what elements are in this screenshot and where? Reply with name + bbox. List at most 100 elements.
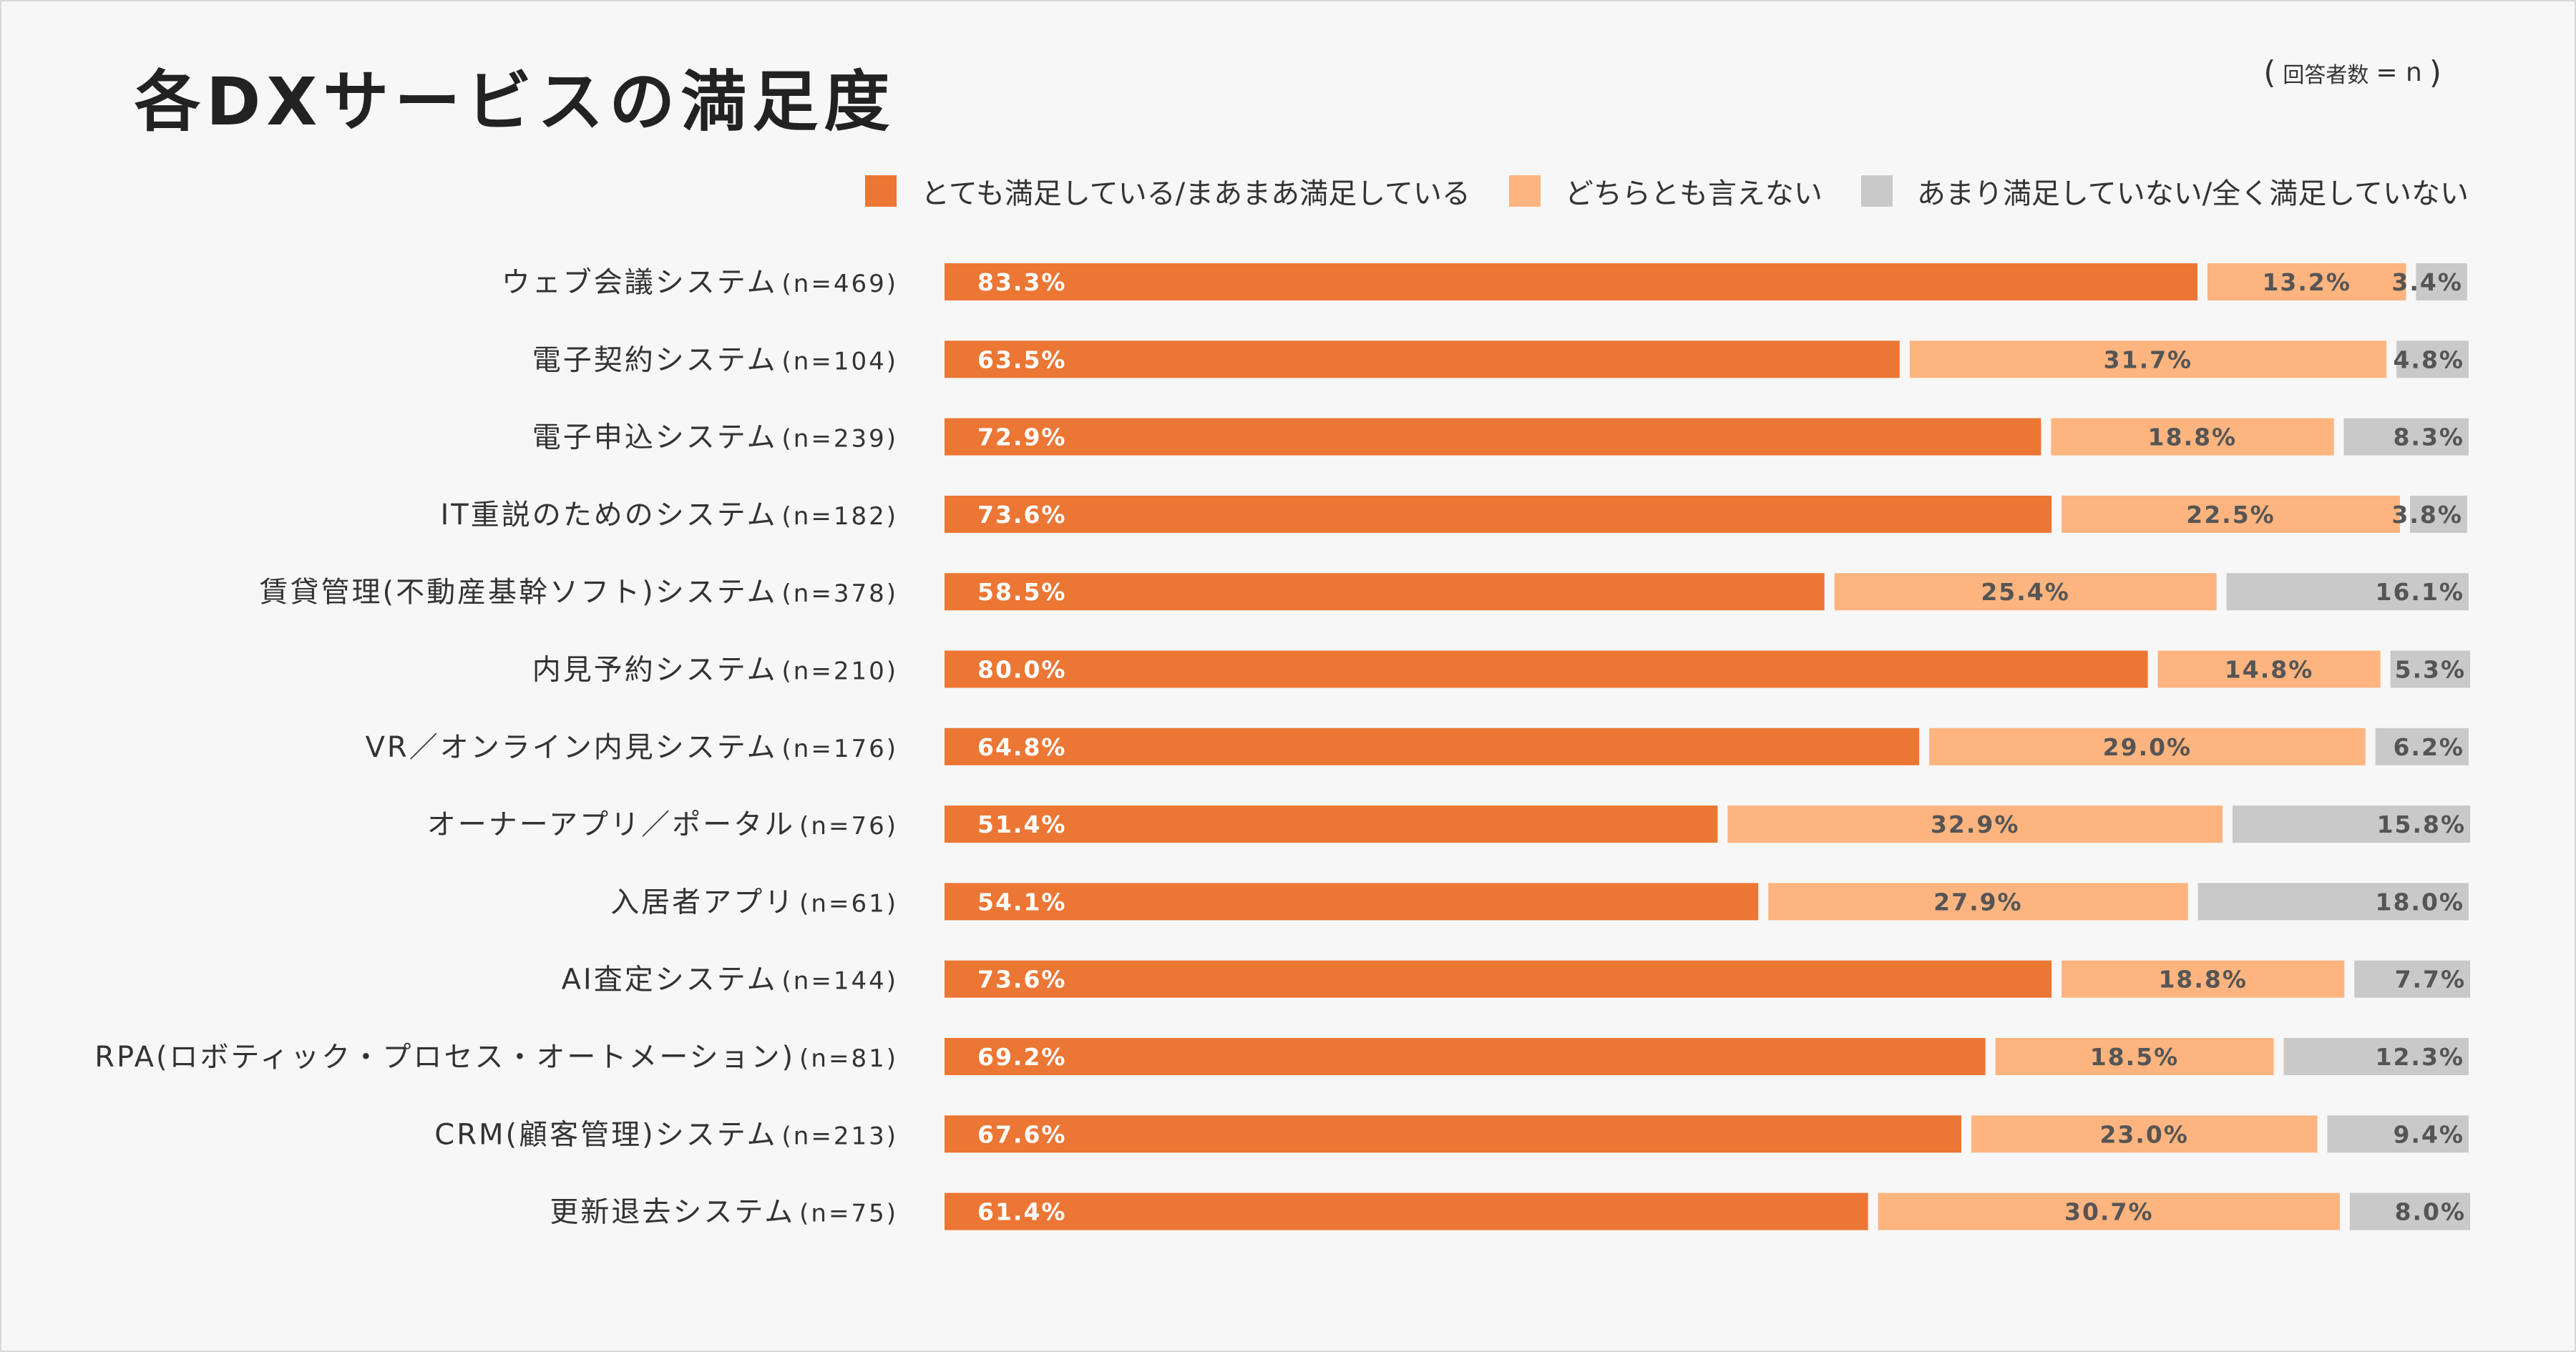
data-label-dissatisfied: 6.2%: [2393, 733, 2464, 761]
data-label-dissatisfied: 5.3%: [2395, 656, 2467, 684]
category-label: 入居者アプリ (n=61): [610, 886, 898, 919]
data-label-satisfied: 83.3%: [977, 268, 1067, 296]
data-label-neutral: 27.9%: [1933, 888, 2023, 916]
bar-segment-neutral: [1929, 728, 2366, 765]
bar-segment-dissatisfied: [2226, 573, 2469, 611]
bar-segment-neutral: [1727, 805, 2223, 843]
bar-segment-satisfied: [945, 805, 1718, 843]
legend-swatch-satisfied: [865, 175, 897, 207]
data-label-dissatisfied: 8.0%: [2395, 1198, 2467, 1226]
bar-segment-satisfied: [945, 1115, 1961, 1153]
data-label-neutral: 23.0%: [2099, 1120, 2189, 1148]
legend-label-neutral: どちらとも言えない: [1564, 177, 1823, 210]
bar-segment-neutral: [1995, 1038, 2274, 1075]
data-label-neutral: 22.5%: [2186, 501, 2275, 529]
data-label-neutral: 31.7%: [2104, 346, 2193, 373]
bar-segment-neutral: [2062, 960, 2345, 998]
legend: とても満足している/まあまあ満足している どちらとも言えない あまり満足していな…: [865, 170, 2469, 212]
data-label-neutral: 32.9%: [1931, 810, 2020, 838]
bar-segment-satisfied: [945, 573, 1825, 611]
bar-segment-dissatisfied: [2416, 263, 2467, 300]
category-name: ウェブ会議システム: [502, 266, 778, 299]
bar-segment-dissatisfied: [2390, 650, 2471, 688]
category-label: 電子契約システム (n=104): [532, 343, 898, 376]
data-label-satisfied: 67.6%: [977, 1120, 1067, 1148]
category-sample-size: (n=210): [782, 657, 898, 686]
bar-segment-neutral: [1909, 341, 2387, 378]
bar-segment-satisfied: [945, 495, 2052, 533]
bar-segment-dissatisfied: [2354, 960, 2471, 998]
data-label-neutral: 13.2%: [2262, 268, 2351, 296]
data-label-neutral: 29.0%: [2103, 733, 2192, 761]
data-label-satisfied: 63.5%: [977, 346, 1067, 373]
data-label-neutral: 25.4%: [1981, 578, 2070, 606]
sample-note-eq: = n: [2376, 58, 2422, 87]
bar-segment-dissatisfied: [2327, 1115, 2469, 1153]
bar-segment-satisfied: [945, 650, 2148, 688]
data-label-satisfied: 80.0%: [977, 656, 1067, 684]
data-label-dissatisfied: 8.3%: [2393, 423, 2464, 451]
bar-segment-satisfied: [945, 263, 2197, 300]
data-label-satisfied: 73.6%: [977, 501, 1067, 529]
category-label: 電子申込システム (n=239): [532, 421, 898, 454]
category-label: VR／オンライン内見システム (n=176): [366, 731, 898, 764]
data-label-dissatisfied: 15.8%: [2377, 810, 2467, 838]
category-sample-size: (n=378): [782, 579, 898, 608]
data-label-dissatisfied: 9.4%: [2393, 1120, 2464, 1148]
data-label-satisfied: 54.1%: [977, 888, 1067, 916]
category-sample-size: (n=239): [782, 425, 898, 454]
data-label-dissatisfied: 18.0%: [2376, 888, 2465, 916]
bar-segment-satisfied: [945, 960, 2052, 998]
category-name: RPA(ロボティック・プロセス・オートメーション): [94, 1041, 795, 1074]
data-label-satisfied: 72.9%: [977, 423, 1067, 451]
category-sample-size: (n=76): [799, 812, 898, 841]
category-sample-size: (n=104): [782, 347, 898, 376]
bar-segment-neutral: [2051, 418, 2334, 456]
category-label: CRM(顧客管理)システム (n=213): [434, 1118, 898, 1151]
data-label-dissatisfied: 3.4%: [2391, 268, 2463, 296]
bar-segment-neutral: [1878, 1192, 2340, 1230]
sample-size-note: ( 回答者数 = n ): [2263, 54, 2441, 91]
bar-segment-neutral: [2157, 650, 2381, 688]
category-sample-size: (n=75): [799, 1200, 898, 1228]
bar-segment-dissatisfied: [2233, 805, 2471, 843]
bar-segment-dissatisfied: [2197, 883, 2469, 921]
data-label-satisfied: 58.5%: [977, 578, 1067, 606]
data-label-dissatisfied: 3.8%: [2391, 501, 2463, 529]
bar-segment-dissatisfied: [2410, 495, 2467, 533]
data-label-neutral: 18.5%: [2090, 1043, 2180, 1071]
data-label-dissatisfied: 16.1%: [2376, 578, 2465, 606]
category-name: 電子契約システム: [532, 343, 778, 376]
category-label: 更新退去システム (n=75): [550, 1196, 898, 1229]
category-label: RPA(ロボティック・プロセス・オートメーション) (n=81): [94, 1041, 898, 1074]
category-sample-size: (n=144): [782, 967, 898, 996]
bar-segment-satisfied: [945, 1038, 1986, 1075]
data-label-neutral: 14.8%: [2225, 656, 2314, 684]
sample-note-open: (: [2263, 54, 2276, 91]
data-label-satisfied: 73.6%: [977, 966, 1067, 994]
legend-item-satisfied: とても満足している/まあまあ満足している: [865, 170, 1470, 212]
data-label-satisfied: 69.2%: [977, 1043, 1067, 1071]
category-sample-size: (n=176): [782, 735, 898, 763]
legend-label-dissatisfied: あまり満足していない/全く満足していない: [1916, 177, 2469, 210]
legend-swatch-dissatisfied: [1860, 175, 1893, 207]
legend-item-neutral: どちらとも言えない: [1508, 170, 1823, 212]
category-name: 内見予約システム: [532, 654, 778, 687]
bar-segment-dissatisfied: [2343, 418, 2469, 456]
category-name: IT重説のためのシステム: [441, 499, 778, 532]
bar-segment-satisfied: [945, 728, 1920, 765]
data-label-satisfied: 51.4%: [977, 810, 1067, 838]
bar-segment-satisfied: [945, 341, 1900, 378]
bar-segment-neutral: [2207, 263, 2406, 300]
category-sample-size: (n=61): [799, 889, 898, 918]
category-name: VR／オンライン内見システム: [366, 731, 778, 764]
category-sample-size: (n=469): [782, 270, 898, 298]
legend-swatch-neutral: [1508, 175, 1541, 207]
category-name: 電子申込システム: [532, 421, 778, 454]
data-label-dissatisfied: 7.7%: [2395, 966, 2467, 994]
bar-segment-dissatisfied: [2396, 341, 2469, 378]
category-name: 更新退去システム: [550, 1196, 795, 1229]
bar-segment-satisfied: [945, 418, 2041, 456]
category-label: ウェブ会議システム (n=469): [502, 266, 898, 299]
